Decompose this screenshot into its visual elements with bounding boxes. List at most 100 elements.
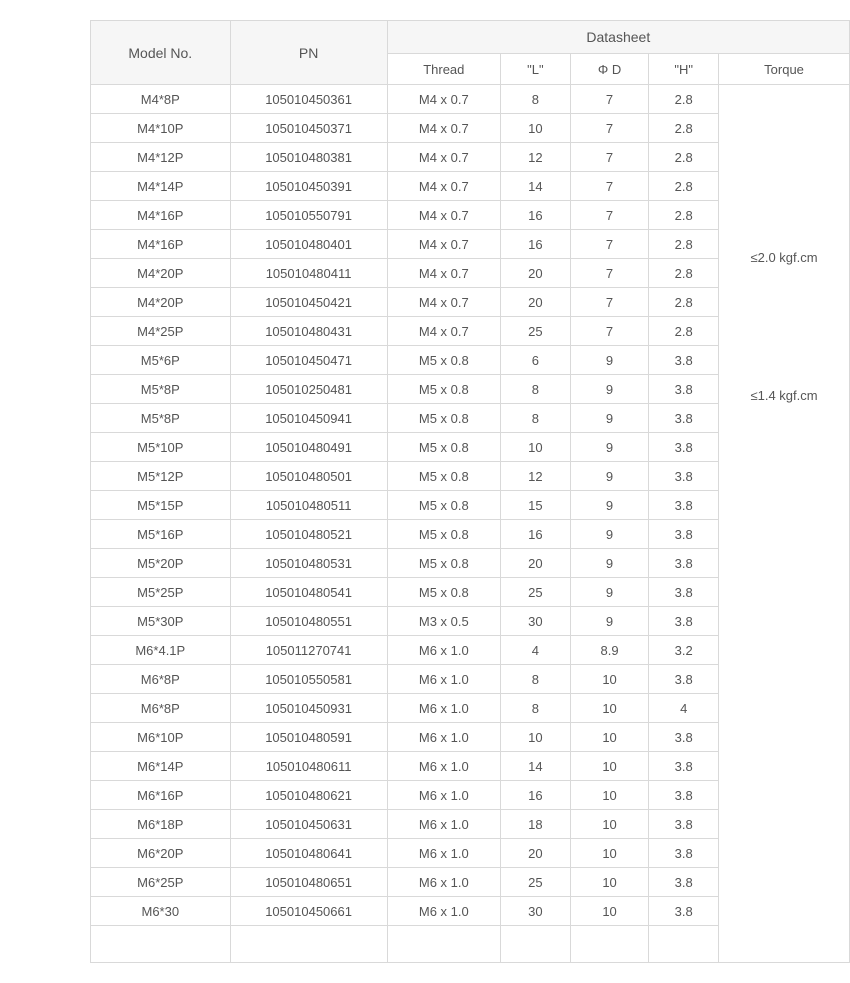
cell-model: M6*16P (91, 781, 231, 810)
cell-model: M4*16P (91, 201, 231, 230)
cell-L: 20 (501, 549, 571, 578)
cell-H: 3.8 (649, 404, 719, 433)
cell-model: M6*18P (91, 810, 231, 839)
cell-H: 2.8 (649, 288, 719, 317)
col-thread: Thread (387, 54, 500, 85)
cell-thread: M4 x 0.7 (387, 230, 500, 259)
cell-D: 9 (570, 520, 649, 549)
cell-L: 12 (501, 462, 571, 491)
cell-H: 2.8 (649, 317, 719, 346)
cell-pn: 105010480521 (230, 520, 387, 549)
cell-H: 3.8 (649, 549, 719, 578)
cell-pn: 105010450471 (230, 346, 387, 375)
cell-model: M4*10P (91, 114, 231, 143)
cell-L: 10 (501, 723, 571, 752)
cell-L: 25 (501, 868, 571, 897)
cell-D: 7 (570, 201, 649, 230)
cell-thread: M5 x 0.8 (387, 462, 500, 491)
cell-thread: M5 x 0.8 (387, 520, 500, 549)
cell-thread: M5 x 0.8 (387, 491, 500, 520)
cell-H: 3.2 (649, 636, 719, 665)
cell-pn: 105010480591 (230, 723, 387, 752)
cell-D: 7 (570, 259, 649, 288)
cell-H: 2.8 (649, 172, 719, 201)
cell-L: 8 (501, 665, 571, 694)
cell-model: M5*12P (91, 462, 231, 491)
cell-D: 7 (570, 143, 649, 172)
cell-thread: M3 x 0.5 (387, 607, 500, 636)
cell-model: M6*30 (91, 897, 231, 926)
cell-L: 30 (501, 607, 571, 636)
cell-pn: 105010480651 (230, 868, 387, 897)
cell-thread: M4 x 0.7 (387, 317, 500, 346)
cell-H: 3.8 (649, 462, 719, 491)
cell-thread: M5 x 0.8 (387, 578, 500, 607)
cell-model: M4*12P (91, 143, 231, 172)
cell-D: 8.9 (570, 636, 649, 665)
cell-H: 3.8 (649, 781, 719, 810)
cell-D: 10 (570, 781, 649, 810)
cell-thread: M6 x 1.0 (387, 781, 500, 810)
cell-model: M4*16P (91, 230, 231, 259)
cell-D: 10 (570, 723, 649, 752)
cell-L: 12 (501, 143, 571, 172)
cell-pn: 105010450661 (230, 897, 387, 926)
cell-H: 3.8 (649, 752, 719, 781)
cell-L: 10 (501, 433, 571, 462)
cell-model: M6*8P (91, 694, 231, 723)
col-datasheet: Datasheet (387, 21, 849, 54)
cell-model: M6*20P (91, 839, 231, 868)
cell-H: 3.8 (649, 607, 719, 636)
cell-thread: M6 x 1.0 (387, 694, 500, 723)
col-model: Model No. (91, 21, 231, 85)
datasheet-table: Model No. PN Datasheet Thread "L" Φ D "H… (90, 20, 850, 963)
cell-pn: 105010450421 (230, 288, 387, 317)
cell-thread: M5 x 0.8 (387, 346, 500, 375)
cell-pn: 105010480491 (230, 433, 387, 462)
cell-L: 16 (501, 201, 571, 230)
cell-thread: M5 x 0.8 (387, 375, 500, 404)
cell-L: 16 (501, 520, 571, 549)
cell-H: 3.8 (649, 346, 719, 375)
cell-model: M5*30P (91, 607, 231, 636)
cell-D: 10 (570, 810, 649, 839)
cell-model: M5*8P (91, 375, 231, 404)
cell-thread: M6 x 1.0 (387, 897, 500, 926)
cell-pn: 105010450931 (230, 694, 387, 723)
cell-H: 3.8 (649, 578, 719, 607)
table-row: M4*8P105010450361M4 x 0.7872.8≤2.0 kgf.c… (91, 85, 850, 114)
cell-thread: M6 x 1.0 (387, 810, 500, 839)
cell-empty (230, 926, 387, 963)
cell-L: 8 (501, 694, 571, 723)
cell-D: 9 (570, 578, 649, 607)
cell-pn: 105010480381 (230, 143, 387, 172)
cell-thread: M5 x 0.8 (387, 433, 500, 462)
cell-H: 3.8 (649, 433, 719, 462)
cell-L: 6 (501, 346, 571, 375)
cell-thread: M4 x 0.7 (387, 114, 500, 143)
cell-L: 14 (501, 172, 571, 201)
col-L: "L" (501, 54, 571, 85)
cell-empty (387, 926, 500, 963)
cell-pn: 105010480541 (230, 578, 387, 607)
cell-pn: 105010480401 (230, 230, 387, 259)
cell-model: M6*4.1P (91, 636, 231, 665)
cell-D: 7 (570, 172, 649, 201)
cell-model: M4*8P (91, 85, 231, 114)
cell-pn: 105010450391 (230, 172, 387, 201)
cell-D: 9 (570, 375, 649, 404)
cell-D: 9 (570, 404, 649, 433)
cell-empty (91, 926, 231, 963)
cell-H: 4 (649, 694, 719, 723)
cell-D: 10 (570, 839, 649, 868)
cell-pn: 105010480641 (230, 839, 387, 868)
cell-pn: 105010450631 (230, 810, 387, 839)
cell-pn: 105010250481 (230, 375, 387, 404)
cell-H: 3.8 (649, 375, 719, 404)
cell-model: M4*20P (91, 288, 231, 317)
cell-H: 3.8 (649, 897, 719, 926)
cell-L: 18 (501, 810, 571, 839)
cell-model: M4*14P (91, 172, 231, 201)
cell-L: 14 (501, 752, 571, 781)
cell-L: 20 (501, 288, 571, 317)
